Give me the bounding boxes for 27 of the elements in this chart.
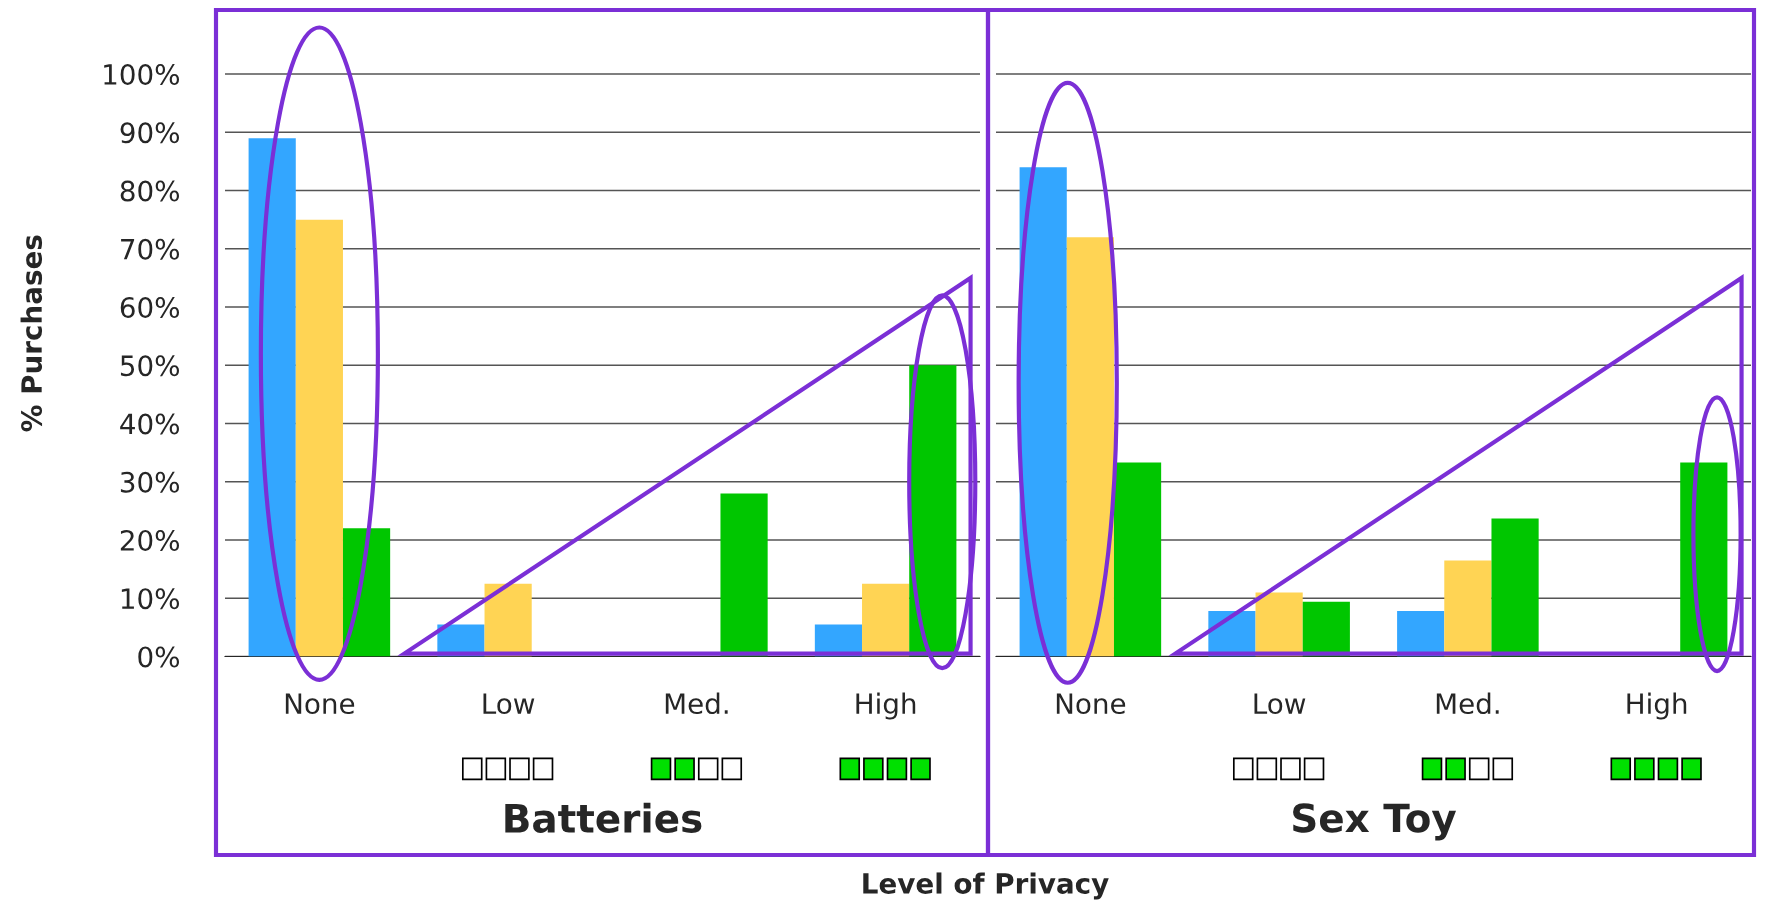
y-tick-label: 90%: [120, 122, 180, 144]
y-tick-label: 40%: [120, 413, 180, 435]
y-tick-label: 100%: [104, 64, 180, 86]
x-tick-label: High: [1627, 692, 1687, 720]
y-tick-label: 50%: [120, 355, 180, 377]
y-tick-label: 30%: [120, 471, 180, 493]
bar: [295, 219, 343, 657]
x-tick-label: None: [1056, 693, 1126, 715]
x-tick-label: Med.: [1436, 692, 1499, 715]
x-tick-label: High: [856, 692, 916, 720]
x-tick-label: Med.: [665, 692, 728, 715]
y-tick-label: 70%: [121, 238, 180, 260]
bar: [342, 528, 391, 657]
bar: [1113, 462, 1162, 657]
y-tick-label: 20%: [120, 529, 180, 551]
x-tick-label: Low: [1254, 693, 1306, 715]
bar: [1066, 237, 1114, 657]
y-tick-label: 60%: [120, 296, 180, 318]
x-axis-title: Level of Privacy: [863, 872, 1109, 900]
y-axis-title: % Purchases: [20, 235, 43, 432]
y-tick-label: 80%: [120, 180, 180, 202]
text: Sex Toy: [1293, 803, 1457, 841]
x-tick-label: Low: [483, 693, 535, 715]
y-tick-label: 10%: [121, 588, 180, 610]
text: Batteries: [505, 802, 702, 833]
y-tick-label: 0%: [138, 646, 180, 668]
x-tick-label: None: [285, 693, 355, 715]
